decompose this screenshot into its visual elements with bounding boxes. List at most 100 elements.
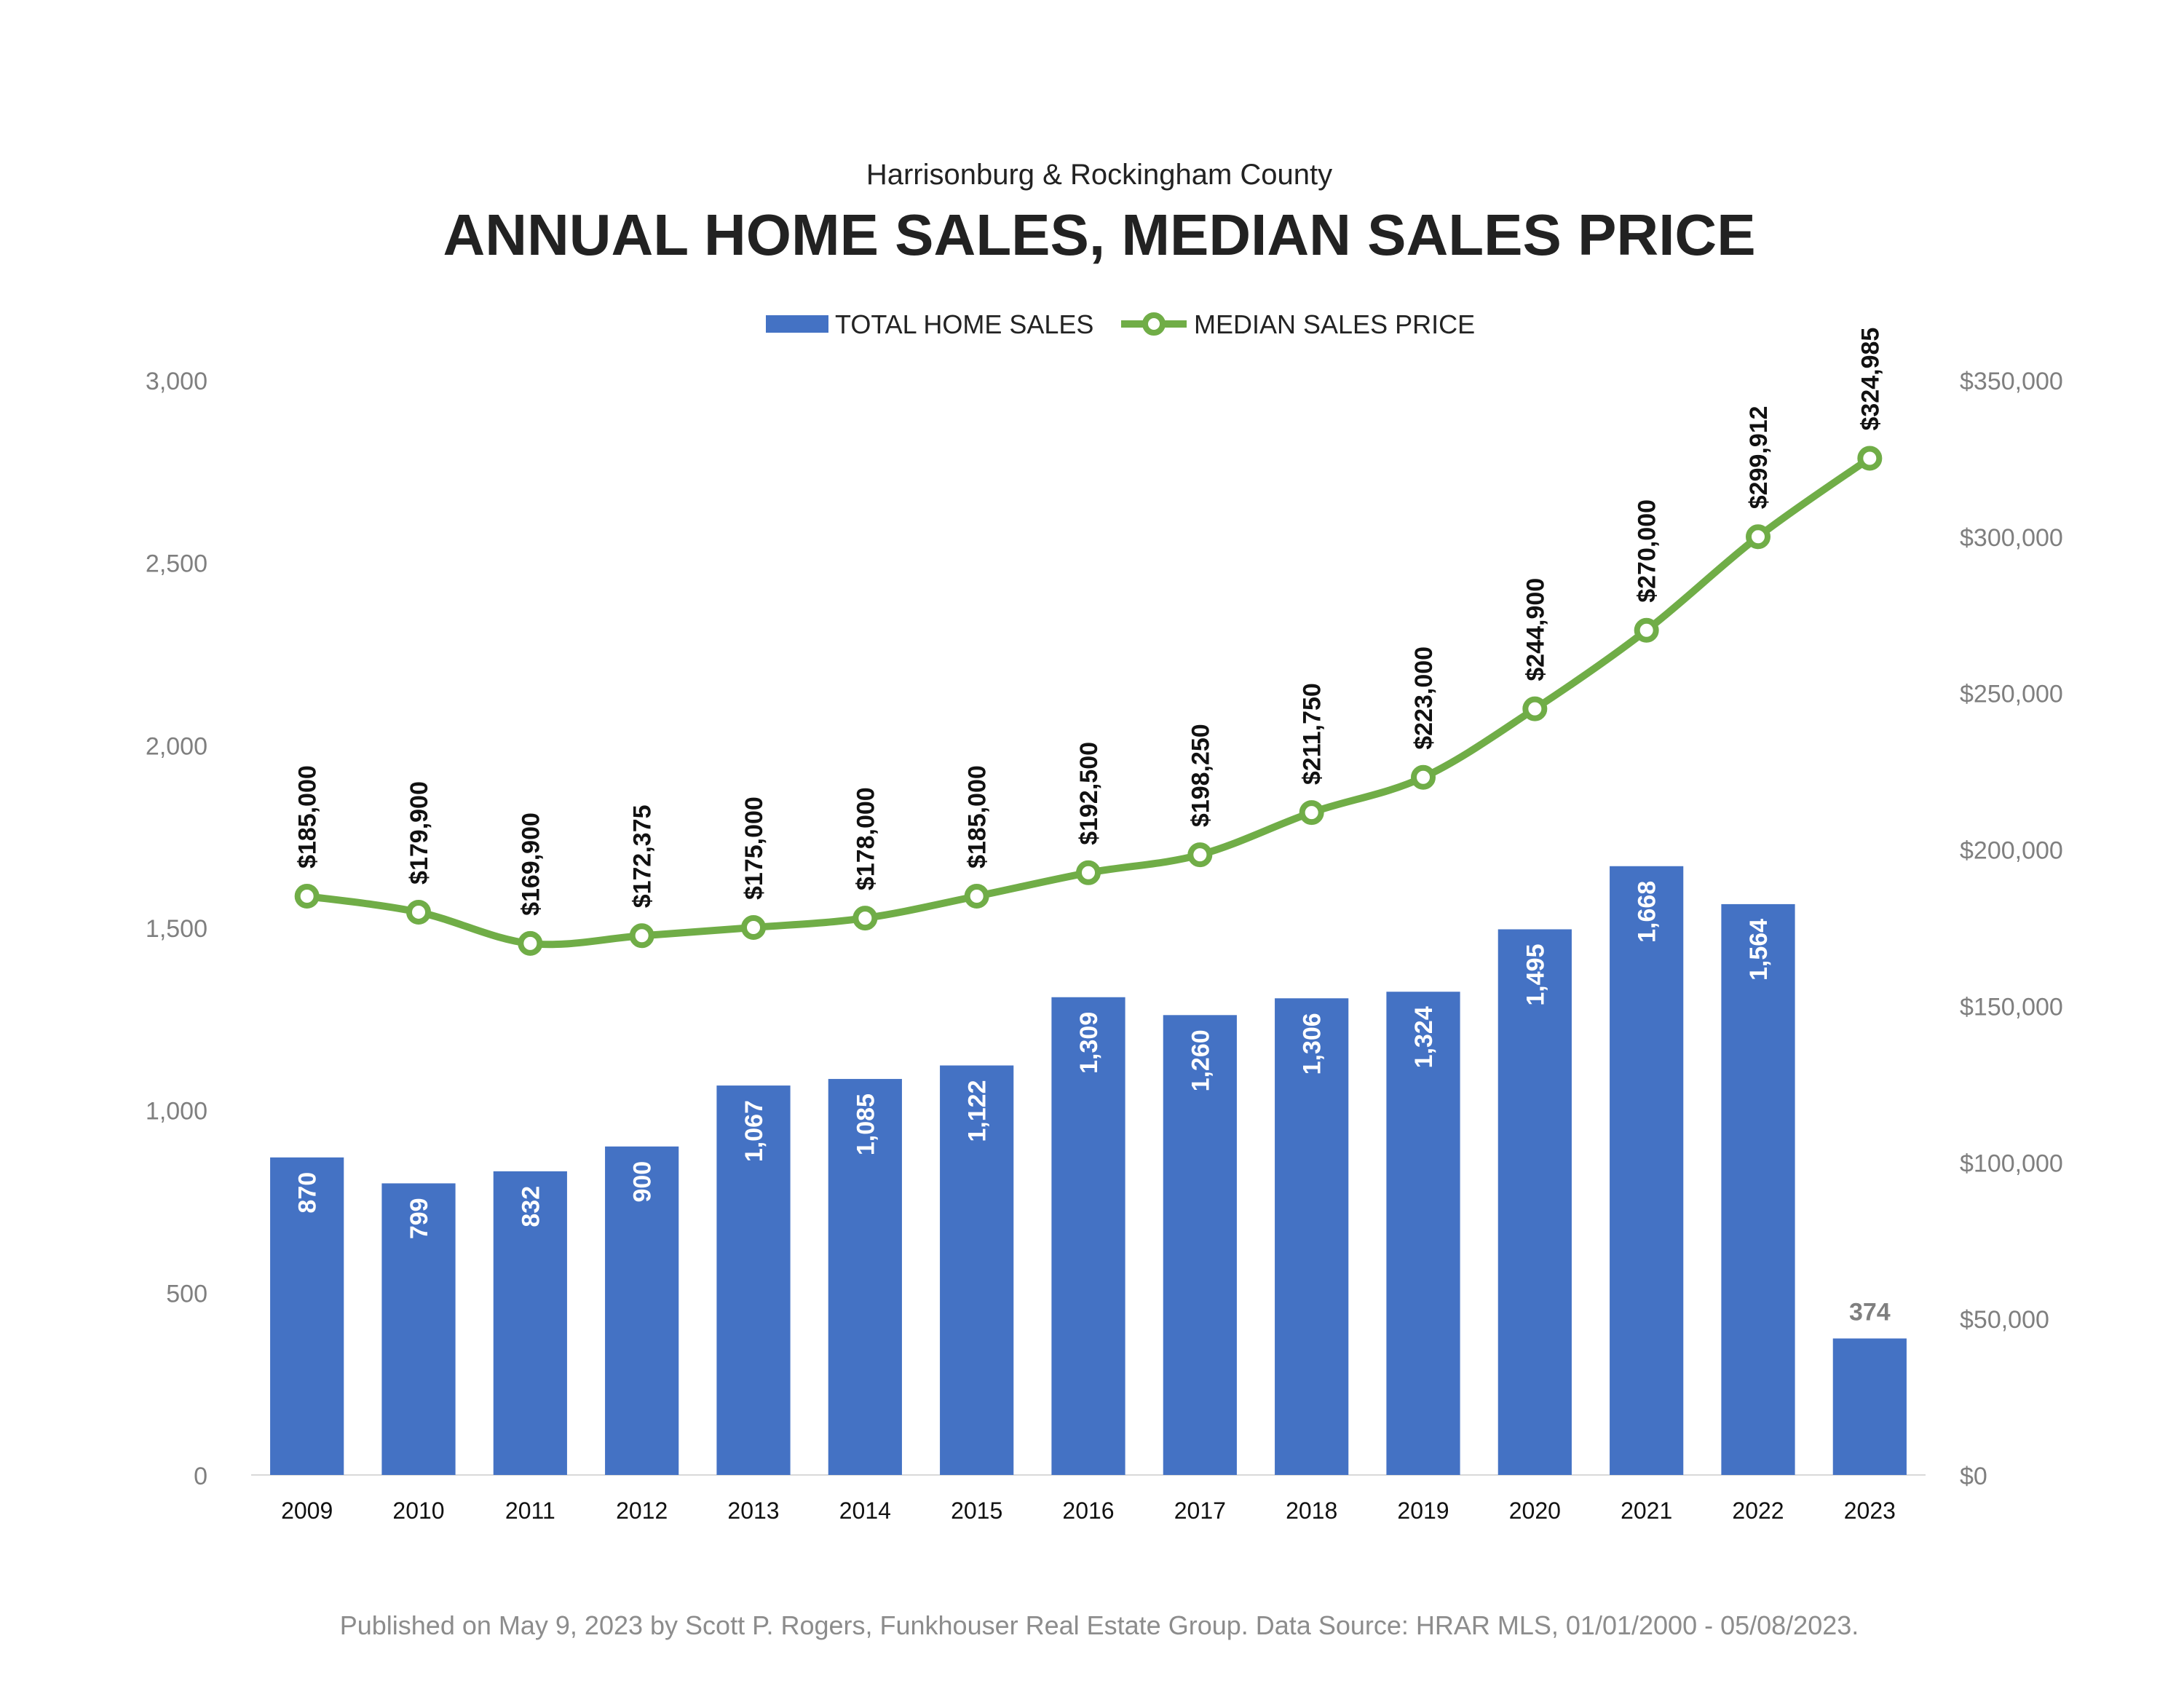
bar bbox=[605, 1146, 679, 1475]
x-tick-label: 2019 bbox=[1397, 1498, 1449, 1524]
x-tick-label: 2021 bbox=[1621, 1498, 1672, 1524]
bar-label: 1,309 bbox=[1075, 1012, 1103, 1074]
line-label: $198,250 bbox=[1187, 724, 1214, 827]
x-tick-label: 2020 bbox=[1509, 1498, 1561, 1524]
x-tick-label: 2018 bbox=[1286, 1498, 1337, 1524]
line-label: $192,500 bbox=[1075, 742, 1103, 845]
y-right-tick-label: $250,000 bbox=[1960, 681, 2063, 708]
y-left-tick-label: 1,000 bbox=[146, 1098, 207, 1126]
x-tick-label: 2022 bbox=[1732, 1498, 1784, 1524]
line-label: $185,000 bbox=[294, 765, 322, 869]
y-right-tick-label: $50,000 bbox=[1960, 1306, 2049, 1334]
line-marker bbox=[294, 884, 320, 909]
line-label: $172,375 bbox=[629, 804, 657, 908]
line-marker bbox=[1411, 764, 1436, 790]
line-label: $175,000 bbox=[740, 796, 768, 900]
line-label: $179,900 bbox=[405, 781, 433, 885]
x-axis-ticks: 2009 2010 2011 2012 2013 2014 2015 2016 2017 2018… bbox=[281, 1498, 1896, 1524]
y-right-tick-label: $350,000 bbox=[1960, 368, 2063, 395]
legend-label-total-home-sales: TOTAL HOME SALES bbox=[835, 309, 1093, 339]
bar-label: 1,260 bbox=[1187, 1029, 1214, 1091]
bar bbox=[270, 1157, 344, 1475]
bar-label: 1,122 bbox=[964, 1080, 992, 1142]
bar-label: 870 bbox=[294, 1172, 322, 1214]
bar bbox=[381, 1183, 456, 1475]
y-axis-right: $0 $50,000 $100,000 $150,000 $200,000 $250,00… bbox=[1960, 368, 2063, 1490]
x-tick-label: 2014 bbox=[839, 1498, 891, 1524]
bar-label: 374 bbox=[1849, 1299, 1891, 1326]
line-label: $270,000 bbox=[1634, 499, 1661, 603]
bar-label: 1,668 bbox=[1634, 881, 1661, 943]
legend-swatch-total-home-sales bbox=[766, 315, 828, 333]
bar bbox=[1051, 997, 1125, 1475]
x-tick-label: 2010 bbox=[392, 1498, 444, 1524]
line-label: $244,900 bbox=[1522, 578, 1549, 681]
x-tick-label: 2015 bbox=[951, 1498, 1002, 1524]
line-marker bbox=[629, 923, 654, 949]
bar bbox=[493, 1171, 567, 1475]
median-price-line bbox=[306, 455, 1872, 949]
y-left-tick-label: 0 bbox=[194, 1463, 207, 1490]
line-marker bbox=[406, 899, 431, 925]
x-tick-label: 2017 bbox=[1174, 1498, 1226, 1524]
line-marker bbox=[1857, 446, 1883, 471]
line-marker bbox=[1634, 617, 1659, 643]
line-marker bbox=[852, 906, 878, 931]
bar-label: 799 bbox=[405, 1198, 433, 1239]
x-tick-label: 2013 bbox=[727, 1498, 779, 1524]
line-label: $211,750 bbox=[1299, 683, 1326, 785]
x-tick-label: 2011 bbox=[505, 1498, 555, 1524]
line-label: $324,985 bbox=[1856, 328, 1884, 431]
line-marker bbox=[1076, 860, 1101, 885]
bar bbox=[1832, 1338, 1907, 1475]
y-right-tick-label: $0 bbox=[1960, 1463, 1987, 1490]
line-marker bbox=[1299, 800, 1324, 826]
bar bbox=[1721, 903, 1795, 1475]
bar bbox=[1610, 866, 1684, 1475]
y-right-tick-label: $200,000 bbox=[1960, 837, 2063, 865]
bar-label: 1,306 bbox=[1299, 1013, 1326, 1075]
y-left-tick-label: 2,000 bbox=[146, 732, 207, 760]
chart-title: ANNUAL HOME SALES, MEDIAN SALES PRICE bbox=[443, 202, 1755, 267]
y-axis-left: 0 500 1,000 1,500 2,000 2,500 3,000 bbox=[146, 368, 207, 1490]
line-series: $185,000 $179,900 $169,900 $172,375 $175,000… bbox=[294, 328, 1884, 956]
bar bbox=[1497, 929, 1572, 1475]
line-label: $299,912 bbox=[1745, 406, 1773, 509]
x-tick-label: 2023 bbox=[1844, 1498, 1896, 1524]
line-marker bbox=[1522, 696, 1548, 721]
x-tick-label: 2009 bbox=[281, 1498, 333, 1524]
y-right-tick-label: $150,000 bbox=[1960, 993, 2063, 1021]
line-label: $169,900 bbox=[517, 812, 545, 916]
bar-series: 870 799 832 900 1,067 1,085 1,122 1,309 1,260 1,3… bbox=[270, 866, 1907, 1475]
line-marker bbox=[741, 915, 766, 940]
y-right-tick-label: $300,000 bbox=[1960, 524, 2063, 552]
bar-label: 1,495 bbox=[1522, 944, 1549, 1006]
bar-label: 1,324 bbox=[1410, 1006, 1438, 1068]
bar bbox=[828, 1079, 902, 1475]
line-marker bbox=[1187, 842, 1213, 868]
legend: TOTAL HOME SALES MEDIAN SALES PRICE bbox=[766, 309, 1475, 339]
bar bbox=[1275, 998, 1349, 1475]
bar-label: 900 bbox=[629, 1161, 657, 1203]
y-left-tick-label: 3,000 bbox=[146, 368, 207, 395]
y-left-tick-label: 1,500 bbox=[146, 915, 207, 943]
footer-note: Published on May 9, 2023 by Scott P. Rog… bbox=[340, 1610, 1859, 1640]
chart-subtitle: Harrisonburg & Rockingham County bbox=[866, 159, 1332, 191]
legend-label-median-sales-price: MEDIAN SALES PRICE bbox=[1194, 309, 1475, 339]
bar-label: 1,085 bbox=[852, 1093, 879, 1155]
x-tick-label: 2016 bbox=[1062, 1498, 1114, 1524]
line-label: $185,000 bbox=[964, 765, 992, 869]
line-marker bbox=[518, 930, 543, 956]
line-label: $223,000 bbox=[1410, 646, 1438, 750]
legend-swatch-marker bbox=[1142, 312, 1166, 336]
bar bbox=[940, 1065, 1014, 1475]
bar-label: 1,564 bbox=[1745, 919, 1773, 981]
line-label: $178,000 bbox=[852, 787, 879, 890]
bar bbox=[1386, 992, 1460, 1475]
line-marker bbox=[964, 884, 989, 909]
y-left-tick-label: 500 bbox=[166, 1280, 207, 1308]
bar bbox=[1163, 1015, 1237, 1475]
x-tick-label: 2012 bbox=[616, 1498, 668, 1524]
